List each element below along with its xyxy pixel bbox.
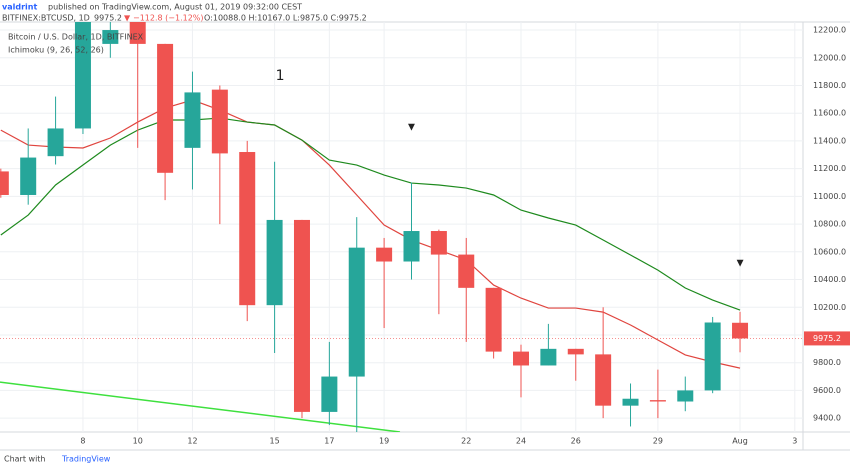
candle-body xyxy=(239,152,256,306)
x-tick-label: Aug xyxy=(732,437,748,446)
candle-body xyxy=(485,287,502,352)
y-tick-label: 10200.0 xyxy=(813,303,846,312)
candle-body xyxy=(567,348,584,355)
candle-body xyxy=(129,22,146,44)
y-tick-label: 9800.0 xyxy=(813,358,841,367)
x-tick-label: 10 xyxy=(133,437,143,446)
x-tick-label: 17 xyxy=(324,437,334,446)
candle-body xyxy=(595,354,612,406)
annotation: ▼ xyxy=(408,123,415,133)
y-tick-label: 12200.0 xyxy=(813,26,846,35)
candle-body xyxy=(540,348,557,366)
author[interactable]: valdrint xyxy=(2,3,37,12)
y-tick-label: 10600.0 xyxy=(813,247,846,256)
candle-body xyxy=(622,398,639,406)
candle-body xyxy=(732,322,749,339)
y-tick-label: 11400.0 xyxy=(813,136,846,145)
plot: 1 ▼ ▼ xyxy=(0,22,803,432)
x-tick-label: 15 xyxy=(270,437,280,446)
x-tick-label: 19 xyxy=(379,437,389,446)
x-tick-label: 12 xyxy=(187,437,197,446)
candle-body xyxy=(157,43,174,173)
candle-body xyxy=(74,22,91,129)
candle-body xyxy=(430,231,447,255)
annotation: 1 xyxy=(276,68,285,84)
last-price-box xyxy=(804,331,850,346)
x-tick-label: 22 xyxy=(461,437,471,446)
candle-body xyxy=(649,400,666,402)
y-tick-label: 10400.0 xyxy=(813,275,846,284)
chart-title: Bitcoin / U.S. Dollar, 1D, BITFINEX xyxy=(8,33,144,42)
candle-body xyxy=(704,322,721,391)
candle-body xyxy=(513,351,530,366)
y-tick-label: 11600.0 xyxy=(813,109,846,118)
arrow: ▼ xyxy=(124,14,131,23)
footer-brand[interactable]: TradingView xyxy=(61,455,111,464)
y-tick-label: 11800.0 xyxy=(813,81,846,90)
ohlc: O:10088.0 H:10167.0 L:9875.0 C:9975.2 xyxy=(204,14,367,23)
annotation: ▼ xyxy=(737,258,744,268)
y-tick-label: 10800.0 xyxy=(813,220,846,229)
candle-body xyxy=(47,128,64,157)
x-tick-label: 3 xyxy=(792,437,797,446)
candle-body xyxy=(376,247,393,262)
last-price-label: 9975.2 xyxy=(813,334,841,343)
indicator-label: Ichimoku (9, 26, 52, 26) xyxy=(8,46,104,55)
indicator-line xyxy=(0,99,741,369)
y-tick-label: 12000.0 xyxy=(813,53,846,62)
change: −112.8 (−1.12%) xyxy=(133,14,204,23)
candle-body xyxy=(403,231,420,262)
symbol: BITFINEX:BTCUSD, 1D xyxy=(2,14,90,23)
y-tick-label: 11000.0 xyxy=(813,192,846,201)
y-tick-label: 9400.0 xyxy=(813,414,841,423)
candle-body xyxy=(211,89,228,154)
candle-body xyxy=(293,219,310,412)
x-tick-label: 24 xyxy=(516,437,526,446)
x-tick-label: 26 xyxy=(571,437,581,446)
candle-body xyxy=(20,157,37,195)
candle-body xyxy=(458,254,475,288)
x-tick-label: 8 xyxy=(80,437,85,446)
candle-body xyxy=(102,30,119,44)
y-tick-label: 9600.0 xyxy=(813,386,841,395)
published: published on TradingView.com, August 01,… xyxy=(48,3,302,12)
footer-text: Chart with xyxy=(4,455,46,464)
y-tick-label: 11200.0 xyxy=(813,164,846,173)
candle-body xyxy=(348,247,365,377)
candle-body xyxy=(266,219,283,306)
x-tick-label: 29 xyxy=(653,437,663,446)
candle-body xyxy=(321,376,338,412)
price: 9975.2 xyxy=(94,14,122,23)
candle-body xyxy=(0,171,9,195)
candle-body xyxy=(677,390,694,402)
trend-line xyxy=(0,381,401,432)
indicator-line xyxy=(0,117,741,311)
candle-body xyxy=(184,92,201,148)
